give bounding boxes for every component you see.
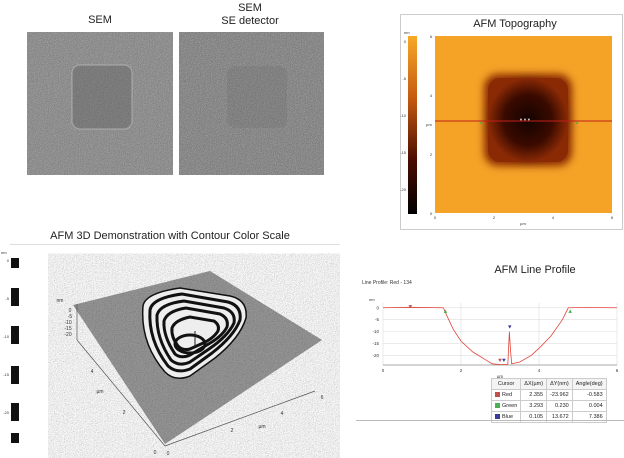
y-tick: 4 [91, 369, 94, 375]
dx-cell: 2.355 [520, 389, 548, 401]
colorbar-tick: -5 [5, 296, 9, 301]
column-header: ΔX(µm) [520, 378, 548, 390]
cursor-marker [408, 305, 413, 309]
cursor-marker [568, 309, 572, 313]
afm-topography-title: AFM Topography [470, 18, 560, 30]
y-tick: 0 [430, 211, 433, 216]
red-swatch [495, 392, 500, 398]
colorbar-tick: -10 [3, 334, 10, 339]
cursor-marker [498, 358, 502, 363]
colorbar-tick: -10 [400, 113, 407, 118]
z-tick: -10 [64, 320, 71, 326]
y-tick-label: -15 [372, 341, 379, 346]
sem-right-title: SEM [238, 2, 262, 14]
cursor-marker [443, 309, 448, 313]
angle-cell: -0.583 [571, 389, 607, 401]
profile-line [382, 306, 618, 365]
y-label: µm [426, 122, 432, 127]
x-label: µm [520, 221, 526, 226]
z-tick: -15 [64, 326, 71, 332]
cursor-marker [507, 325, 512, 329]
y-tick: 2 [123, 410, 126, 416]
colorbar-tick: 0 [7, 258, 10, 263]
y-tick: 2 [430, 152, 433, 157]
green-swatch [495, 403, 500, 409]
sem-right-subtitle: SE detector [221, 15, 279, 27]
y-tick-label: -10 [372, 329, 379, 334]
cursor-name: Blue [502, 414, 514, 420]
x-tick: 2 [493, 215, 496, 220]
y-tick-label: 0 [376, 305, 379, 310]
colorbar-unit: nm [1, 250, 7, 255]
z-tick: -20 [64, 332, 71, 338]
y-tick: 6 [430, 34, 433, 39]
z-tick: -5 [68, 314, 73, 320]
x-axis-label: µm [497, 374, 504, 379]
blue-swatch [495, 414, 500, 420]
line-profile-title: AFM Line Profile [494, 264, 576, 276]
y-tick-label: -20 [372, 353, 379, 358]
y-tick: 0 [154, 450, 157, 456]
afm-3d-title: AFM 3D Demonstration with Contour Color … [50, 230, 290, 242]
x-label: µm [258, 424, 265, 430]
x-tick: 6 [611, 215, 614, 220]
table-row[interactable]: Red 2.355 -23.962 -0.583 [490, 389, 607, 401]
colorbar [408, 36, 417, 214]
x-tick: 0 [167, 451, 170, 457]
y-label: µm [96, 389, 103, 395]
cursor-name: Green [502, 403, 518, 409]
dx-cell: 3.293 [520, 400, 548, 412]
x-tick: 0 [434, 215, 437, 220]
dy-cell: -23.962 [546, 389, 573, 401]
dy-cell: 0.230 [546, 400, 573, 412]
colorbar-tick: -15 [400, 150, 407, 155]
x-tick: 2 [231, 428, 234, 434]
table-row[interactable]: Green 3.293 0.230 0.004 [490, 400, 607, 412]
cursor-table: Cursor ΔX(µm) ΔY(nm) Angle(deg) Red 2.35… [490, 378, 607, 423]
line-profile-chart: nm0-5-10-15-200 2 4 6µm [369, 297, 619, 379]
angle-cell: 0.004 [571, 400, 607, 412]
afm-topography-map: nm 0 -5 -10 -15 -20 ▼▼▼ 0 2 4 6 µm 6 4 2… [400, 30, 614, 226]
column-header: Cursor [490, 378, 522, 390]
colorbar-tick: -15 [3, 372, 10, 377]
z-tick: 0 [69, 308, 72, 314]
colorbar-unit: nm [404, 30, 410, 35]
divider [356, 420, 624, 421]
y-tick-label: -5 [375, 317, 379, 322]
cursor-name: Red [502, 392, 513, 398]
z-label: nm [57, 298, 64, 304]
sem-image-left [27, 32, 173, 175]
cursor-label: ▼▼▼ [519, 117, 531, 122]
sem-left-title: SEM [88, 14, 112, 26]
x-tick-label: 0 [382, 368, 385, 373]
column-header: ΔY(nm) [546, 378, 573, 390]
cursor-marker [502, 358, 506, 363]
afm-3d-view: nm 0 -5 -10 -15 -20 nm 0 -5 -10 -15 -20 … [1, 250, 324, 457]
afm-topography-panel [400, 14, 623, 230]
x-tick: 6 [321, 395, 324, 401]
x-tick-label: 2 [460, 368, 463, 373]
contour-colorbar [11, 258, 19, 443]
x-tick: 4 [552, 215, 555, 220]
line-profile-header: Line Profile: Red - 134 [362, 280, 412, 286]
x-tick: 4 [281, 411, 284, 417]
x-tick-label: 6 [616, 368, 619, 373]
y-unit: nm [369, 297, 375, 302]
colorbar-tick: -20 [400, 187, 407, 192]
colorbar-tick: 0 [404, 39, 407, 44]
x-tick-label: 4 [538, 368, 541, 373]
column-header: Angle(deg) [571, 378, 607, 390]
y-tick: 4 [430, 93, 433, 98]
colorbar-tick: -20 [3, 410, 10, 415]
sem-image-right [179, 32, 324, 175]
colorbar-tick: -5 [402, 76, 406, 81]
